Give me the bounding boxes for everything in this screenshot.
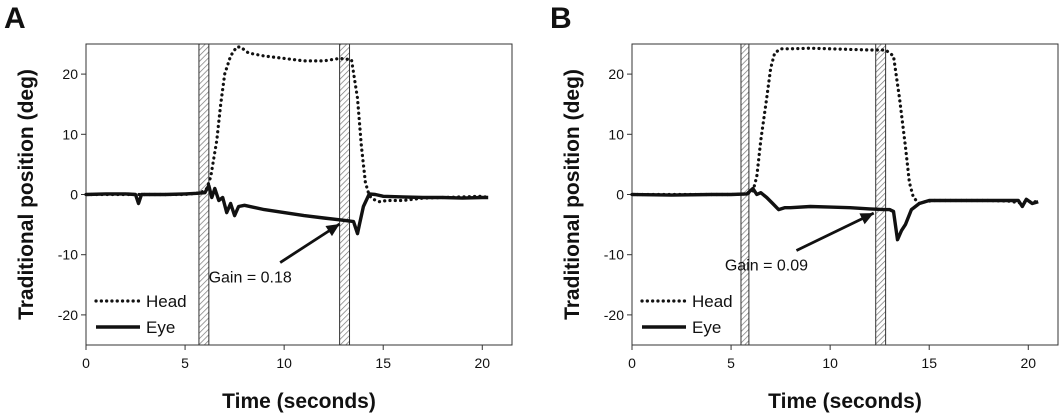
y-tick-label: 0 bbox=[616, 187, 624, 203]
series-line-eye bbox=[631, 186, 1039, 242]
series-line-head bbox=[84, 45, 490, 204]
x-tick-label: 10 bbox=[276, 355, 292, 371]
series-line-eye bbox=[85, 183, 489, 236]
annotation-label: Gain = 0.09 bbox=[725, 257, 808, 274]
y-axis-label: Traditional position (deg) bbox=[561, 69, 584, 320]
legend-label-head: Head bbox=[692, 292, 733, 311]
x-tick-label: 5 bbox=[181, 355, 189, 371]
x-axis-label: Time (seconds) bbox=[768, 390, 922, 413]
annotation-arrow bbox=[795, 211, 875, 252]
x-tick-label: 5 bbox=[727, 355, 735, 371]
panel-label: A bbox=[4, 2, 26, 35]
y-tick-label: 0 bbox=[70, 187, 78, 203]
annotation-arrowhead bbox=[325, 223, 340, 237]
x-axis-label: Time (seconds) bbox=[222, 390, 376, 413]
y-tick-label: -10 bbox=[604, 247, 624, 263]
chart-panel-b: B -20 -10 0 10 20 0 5 10 15 20 Time (seconds) Tradi… bbox=[546, 0, 1061, 415]
series-line-head bbox=[630, 46, 1040, 206]
annotation-arrowhead bbox=[859, 213, 874, 225]
x-tick-label: 15 bbox=[375, 355, 391, 371]
legend-label-eye: Eye bbox=[692, 318, 721, 337]
x-tick-label: 10 bbox=[822, 355, 838, 371]
chart-svg: -20 -10 0 10 20 0 5 10 15 20 Time (seconds) Traditi… bbox=[561, 43, 1059, 413]
y-tick-label: 10 bbox=[608, 126, 624, 142]
y-tick-label: 20 bbox=[62, 66, 78, 82]
annotation-label: Gain = 0.18 bbox=[209, 270, 292, 287]
shaded-interval bbox=[875, 43, 887, 346]
legend-label-head: Head bbox=[146, 292, 187, 311]
chart-svg: -20 -10 0 10 20 0 5 10 15 20 Time (seconds) Traditi… bbox=[15, 43, 513, 413]
x-tick-label: 0 bbox=[82, 355, 90, 371]
x-tick-label: 20 bbox=[1020, 355, 1036, 371]
shaded-interval bbox=[339, 43, 351, 346]
x-tick-label: 15 bbox=[921, 355, 937, 371]
x-tick-label: 20 bbox=[474, 355, 490, 371]
y-axis-label: Traditional position (deg) bbox=[15, 69, 38, 320]
y-tick-label: 10 bbox=[62, 126, 78, 142]
x-tick-label: 0 bbox=[628, 355, 636, 371]
legend-label-eye: Eye bbox=[146, 318, 175, 337]
panel-label: B bbox=[550, 2, 572, 35]
y-tick-label: 20 bbox=[608, 66, 624, 82]
y-tick-label: -20 bbox=[58, 307, 78, 323]
chart-panel-a: A -20 -10 0 10 20 0 5 10 15 20 Time (seconds) Tradi… bbox=[0, 0, 530, 415]
y-tick-label: -20 bbox=[604, 307, 624, 323]
y-tick-label: -10 bbox=[58, 247, 78, 263]
